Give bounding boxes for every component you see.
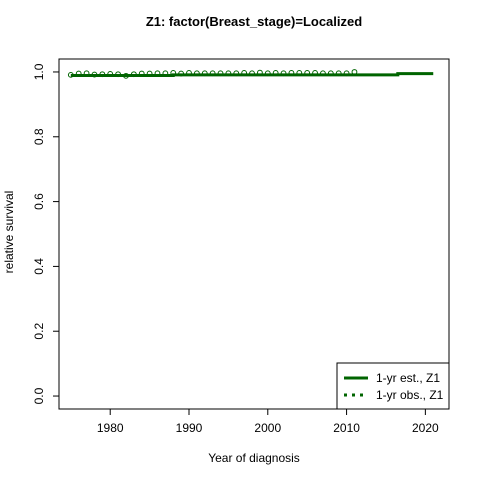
y-tick-label: 0.0 bbox=[32, 387, 46, 404]
x-tick-label: 2010 bbox=[333, 421, 360, 435]
x-tick-label: 2000 bbox=[254, 421, 281, 435]
y-axis-label: relative survival bbox=[2, 191, 16, 274]
legend-label: 1-yr est., Z1 bbox=[376, 371, 440, 385]
y-tick-label: 0.8 bbox=[32, 128, 46, 145]
legend-label: 1-yr obs., Z1 bbox=[376, 388, 444, 402]
legend-box bbox=[337, 363, 449, 409]
chart-title: Z1: factor(Breast_stage)=Localized bbox=[146, 14, 362, 29]
x-tick-label: 1990 bbox=[176, 421, 203, 435]
y-tick-label: 0.4 bbox=[32, 258, 46, 275]
y-tick-label: 0.6 bbox=[32, 193, 46, 210]
y-tick-label: 0.2 bbox=[32, 323, 46, 340]
x-tick-label: 2020 bbox=[412, 421, 439, 435]
y-tick-label: 1.0 bbox=[32, 63, 46, 80]
x-tick-label: 1980 bbox=[97, 421, 124, 435]
x-axis-label: Year of diagnosis bbox=[208, 451, 300, 465]
